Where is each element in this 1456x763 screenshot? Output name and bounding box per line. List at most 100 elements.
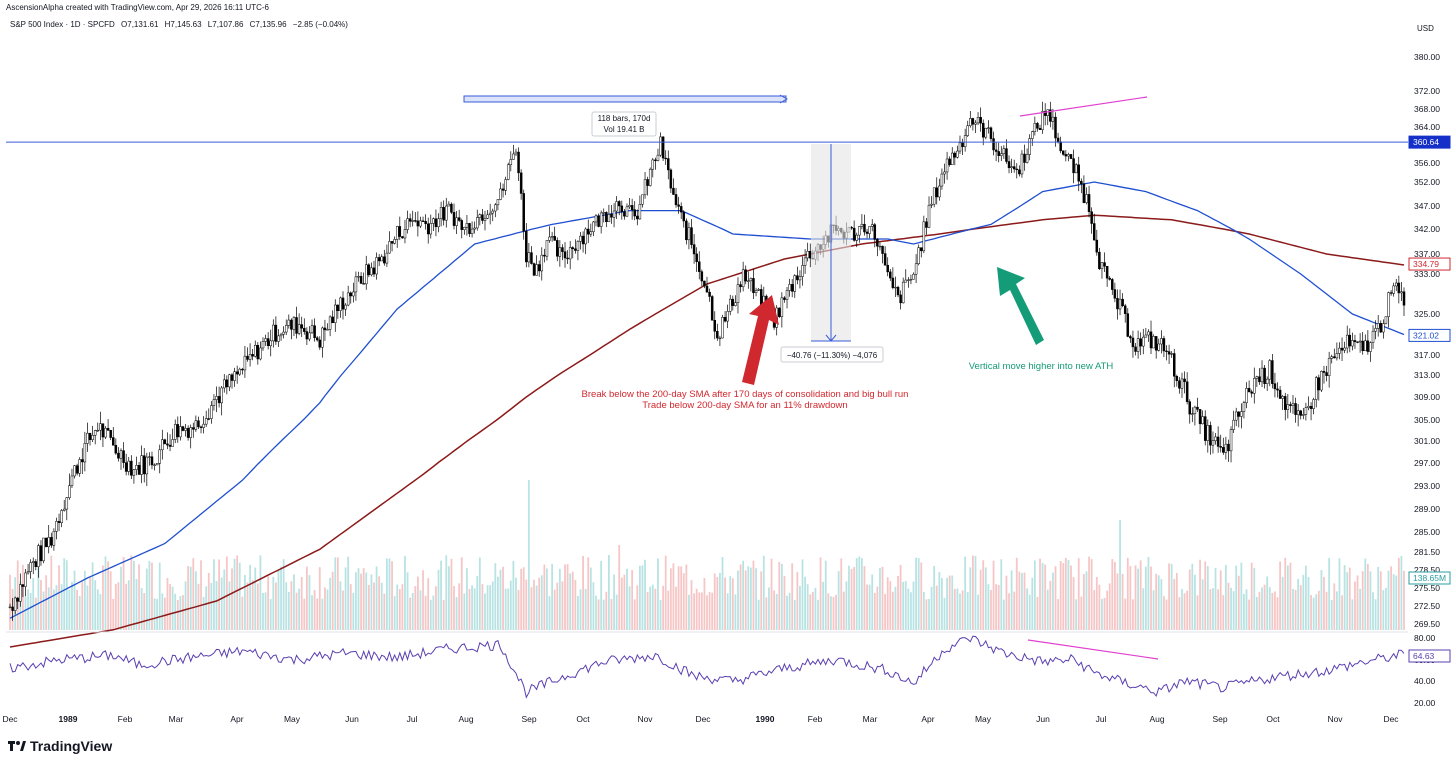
candle-body bbox=[1214, 436, 1217, 441]
candle-body bbox=[419, 220, 422, 227]
candle-body bbox=[398, 226, 402, 237]
volume-bar bbox=[1385, 587, 1387, 630]
axis-tick: 281.50 bbox=[1414, 547, 1440, 557]
volume-bar bbox=[1036, 596, 1039, 630]
volume-bar bbox=[997, 585, 1000, 630]
volume-bar bbox=[1059, 561, 1062, 630]
volume-bar bbox=[533, 579, 535, 630]
candle-body bbox=[873, 224, 877, 240]
volume-bar bbox=[837, 571, 840, 630]
candle-body bbox=[1294, 403, 1297, 415]
candle-body bbox=[938, 185, 941, 198]
candle-body bbox=[922, 221, 926, 252]
axis-tick: 333.00 bbox=[1414, 269, 1440, 279]
volume-bar bbox=[1292, 588, 1294, 630]
volume-bar bbox=[259, 555, 262, 630]
volume-bar bbox=[1057, 599, 1059, 630]
sma-fast-tag-bg bbox=[1408, 328, 1451, 342]
volume-bar bbox=[819, 557, 822, 630]
tradingview-brand: TradingView bbox=[8, 738, 112, 754]
candle-body bbox=[1018, 169, 1021, 175]
volume-bar bbox=[688, 594, 690, 630]
candle-body bbox=[592, 221, 595, 232]
candle-body bbox=[1402, 291, 1406, 306]
candle-body bbox=[1152, 336, 1155, 349]
volume-bar bbox=[1359, 588, 1362, 630]
volume-bar bbox=[685, 564, 688, 630]
candle-body bbox=[1175, 375, 1179, 381]
volume-bar bbox=[1013, 591, 1016, 630]
volume-bar bbox=[24, 596, 27, 630]
candle-body bbox=[1041, 111, 1044, 130]
volume-bar bbox=[321, 598, 324, 630]
volume-bar bbox=[786, 595, 788, 630]
candle-body bbox=[86, 432, 89, 444]
volume-bar bbox=[122, 556, 125, 630]
volume-bar bbox=[406, 572, 409, 630]
volume-bar bbox=[393, 596, 396, 630]
candle-body bbox=[726, 311, 729, 322]
volume-bar bbox=[1111, 559, 1114, 630]
candle-body bbox=[421, 220, 425, 222]
candle-body bbox=[73, 465, 76, 477]
candle-body bbox=[1031, 131, 1034, 139]
candle-body bbox=[481, 214, 484, 221]
candle-body bbox=[927, 204, 931, 228]
volume-bar bbox=[378, 576, 381, 630]
volume-bar bbox=[262, 593, 264, 630]
volume-bar bbox=[205, 586, 208, 630]
drawings: 118 bars, 170d Vol 19.41 B −40.76 (−11.30%… bbox=[6, 94, 1408, 411]
candle-body bbox=[747, 280, 750, 282]
volume-bar bbox=[55, 585, 58, 630]
candle-body bbox=[1147, 331, 1150, 336]
volume-bar bbox=[78, 595, 81, 630]
time-tick: May bbox=[284, 714, 301, 724]
candle-body bbox=[1123, 305, 1127, 314]
volume-bar bbox=[889, 581, 892, 630]
volume-bar bbox=[884, 593, 887, 630]
volume-bar bbox=[577, 595, 579, 630]
price-chart[interactable]: 118 bars, 170d Vol 19.41 B −40.76 (−11.30%… bbox=[0, 0, 1456, 735]
volume-bar bbox=[355, 572, 357, 630]
volume-bar bbox=[569, 573, 572, 630]
candle-body bbox=[1284, 396, 1287, 410]
candle-body bbox=[1273, 383, 1277, 390]
volume-bar bbox=[690, 580, 693, 630]
volume-bar bbox=[489, 585, 492, 630]
volume-bar bbox=[184, 581, 187, 630]
volume-bar bbox=[398, 589, 401, 630]
candle-body bbox=[894, 286, 897, 289]
candle-body bbox=[1144, 334, 1148, 338]
volume-bar bbox=[1240, 562, 1243, 630]
volume-bar bbox=[788, 592, 791, 630]
volume-bar bbox=[63, 558, 66, 630]
candle-body bbox=[39, 545, 43, 562]
volume-bar bbox=[22, 564, 24, 630]
axis-tick: 313.00 bbox=[1414, 370, 1440, 380]
volume-bar bbox=[1274, 591, 1276, 630]
volume-bar bbox=[81, 581, 84, 630]
volume-bar bbox=[313, 589, 316, 630]
candle-body bbox=[158, 449, 161, 464]
volume-bar bbox=[238, 562, 241, 630]
volume-bar bbox=[682, 573, 685, 630]
candle-body bbox=[863, 223, 866, 233]
volume-bar bbox=[1392, 574, 1395, 630]
volume-bar bbox=[574, 579, 577, 630]
volume-bar bbox=[1186, 590, 1189, 630]
drawdown-arrow-icon bbox=[825, 334, 837, 342]
volume-bar bbox=[897, 575, 899, 630]
volume-bar bbox=[145, 568, 148, 630]
drawdown-label-box bbox=[780, 346, 884, 363]
volume-bar bbox=[649, 586, 652, 630]
candle-body bbox=[1028, 138, 1031, 155]
candle-body bbox=[272, 324, 275, 342]
volume-bar bbox=[747, 566, 750, 630]
volume-bar bbox=[484, 593, 486, 630]
volume-bar bbox=[721, 557, 724, 630]
volume-bar bbox=[1343, 565, 1346, 630]
candle-body bbox=[256, 344, 260, 360]
volume-bar bbox=[249, 564, 251, 630]
volume-bar bbox=[1253, 568, 1256, 630]
candle-body bbox=[308, 332, 311, 340]
